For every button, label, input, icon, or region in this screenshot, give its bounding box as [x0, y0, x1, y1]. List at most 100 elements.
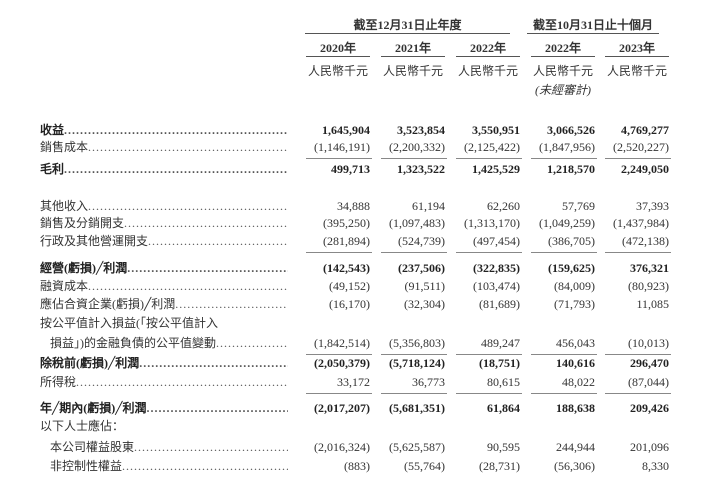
row-label-text: 銷售及分銷開支	[40, 216, 125, 230]
column-rule	[605, 56, 669, 57]
table-cell: (2,200,332)	[389, 140, 445, 154]
column-year: 2022年	[469, 41, 506, 55]
table-cell: 61,194	[412, 199, 445, 213]
column-year: 2021年	[394, 41, 431, 55]
table-cell: 4,769,277	[621, 123, 669, 137]
column-rule	[531, 56, 595, 57]
subtotal-rule	[531, 158, 597, 159]
subtotal-rule	[306, 354, 372, 355]
column-year: 2022年	[544, 41, 581, 55]
table-cell: (56,306)	[554, 459, 595, 473]
leader-dots: ........................................…	[134, 440, 288, 454]
leader-dots: ........................................…	[88, 199, 288, 213]
table-cell: (281,894)	[323, 234, 370, 248]
row-label-text: 融資成本	[40, 279, 89, 293]
subtotal-rule	[605, 354, 671, 355]
header-rule	[527, 33, 659, 34]
row-label-text: 除稅前(虧損)╱利潤	[40, 356, 140, 370]
row-label: 其他收入....................................…	[40, 198, 288, 214]
table-cell: (84,009)	[554, 279, 595, 293]
table-cell: (103,474)	[473, 279, 520, 293]
row-label: 融資成本....................................…	[40, 278, 288, 294]
leader-dots: ........................................…	[216, 336, 288, 350]
table-cell: 140,616	[556, 356, 595, 370]
subtotal-rule	[531, 354, 597, 355]
row-label: 除稅前(虧損)╱利潤..............................…	[40, 355, 288, 371]
table-cell: 376,321	[630, 261, 669, 275]
leader-dots: ........................................…	[146, 401, 288, 415]
subtotal-rule	[381, 354, 447, 355]
table-cell: (28,731)	[479, 459, 520, 473]
table-cell: 456,043	[556, 336, 595, 350]
table-cell: 36,773	[412, 375, 445, 389]
subtotal-rule	[456, 158, 522, 159]
table-cell: (5,718,124)	[389, 356, 445, 370]
table-cell: 499,713	[331, 162, 370, 176]
table-cell: 244,944	[556, 440, 595, 454]
table-cell: (91,511)	[404, 279, 445, 293]
table-cell: 3,523,854	[397, 123, 445, 137]
table-cell: (55,764)	[404, 459, 445, 473]
table-cell: 34,888	[337, 199, 370, 213]
table-cell: (80,923)	[628, 279, 669, 293]
table-cell: (1,313,170)	[464, 216, 520, 230]
row-label-text: 經營(虧損)╱利潤	[40, 261, 128, 275]
table-cell: (1,049,259)	[539, 216, 595, 230]
leader-dots: ........................................…	[64, 123, 288, 137]
leader-dots: ........................................…	[88, 140, 288, 154]
table-cell: 33,172	[337, 375, 370, 389]
table-cell: (1,146,191)	[314, 140, 370, 154]
table-cell: 489,247	[481, 336, 520, 350]
row-label-text: 年╱期內(虧損)╱利潤	[40, 401, 147, 415]
row-label-text: 非控制性權益	[50, 459, 123, 473]
subtotal-rule	[456, 252, 522, 253]
table-cell: (1,097,483)	[389, 216, 445, 230]
subtotal-rule	[456, 354, 522, 355]
row-label: 本公司權益股東.................................…	[50, 439, 288, 455]
column-rule	[456, 56, 520, 57]
row-label-text: 損益」)的金融負債的公平值變動	[50, 336, 216, 350]
column-rule	[381, 56, 445, 57]
row-label-text: 應佔合資企業(虧損)╱利潤	[40, 297, 176, 311]
table-cell: (49,152)	[329, 279, 370, 293]
row-label-text: 銷售成本	[40, 140, 89, 154]
column-unit: 人民幣千元	[457, 64, 518, 78]
table-cell: 1,218,570	[547, 162, 595, 176]
table-cell: 1,645,904	[322, 123, 370, 137]
table-cell: 2,249,050	[621, 162, 669, 176]
leader-dots: ........................................…	[124, 216, 288, 230]
column-unit: 人民幣千元	[606, 64, 667, 78]
table-cell: (1,842,514)	[314, 336, 370, 350]
table-cell: 57,769	[562, 199, 595, 213]
header-rule	[305, 33, 510, 34]
column-unit: 人民幣千元	[382, 64, 443, 78]
row-label: 年╱期內(虧損)╱利潤.............................…	[40, 400, 288, 416]
table-cell: (81,689)	[479, 297, 520, 311]
row-label: 以下人士應佔：	[40, 418, 288, 434]
leader-dots: ........................................…	[88, 279, 288, 293]
table-cell: 61,864	[487, 401, 520, 415]
leader-dots: ........................................…	[122, 459, 288, 473]
table-cell: (16,170)	[329, 297, 370, 311]
subtotal-rule	[456, 393, 522, 394]
subtotal-rule	[605, 158, 671, 159]
row-label-text: 以下人士應佔：	[40, 419, 125, 433]
leader-dots: ........................................…	[64, 162, 288, 176]
table-cell: (497,454)	[473, 234, 520, 248]
table-cell: 209,426	[630, 401, 669, 415]
row-label-text: 行政及其他營運開支	[40, 234, 149, 248]
subtotal-rule	[531, 393, 597, 394]
table-cell: (159,625)	[548, 261, 595, 275]
row-label-text: 本公司權益股東	[50, 440, 135, 454]
table-cell: 1,323,522	[397, 162, 445, 176]
subtotal-rule	[605, 252, 671, 253]
row-label: 銷售及分銷開支.................................…	[40, 215, 288, 231]
table-cell: (395,250)	[323, 216, 370, 230]
column-unit: 人民幣千元	[532, 64, 593, 78]
row-label: 損益」)的金融負債的公平值變動.........................…	[50, 335, 288, 351]
table-cell: (2,125,422)	[464, 140, 520, 154]
table-cell: (32,304)	[404, 297, 445, 311]
table-cell: 62,260	[487, 199, 520, 213]
table-cell: (71,793)	[554, 297, 595, 311]
